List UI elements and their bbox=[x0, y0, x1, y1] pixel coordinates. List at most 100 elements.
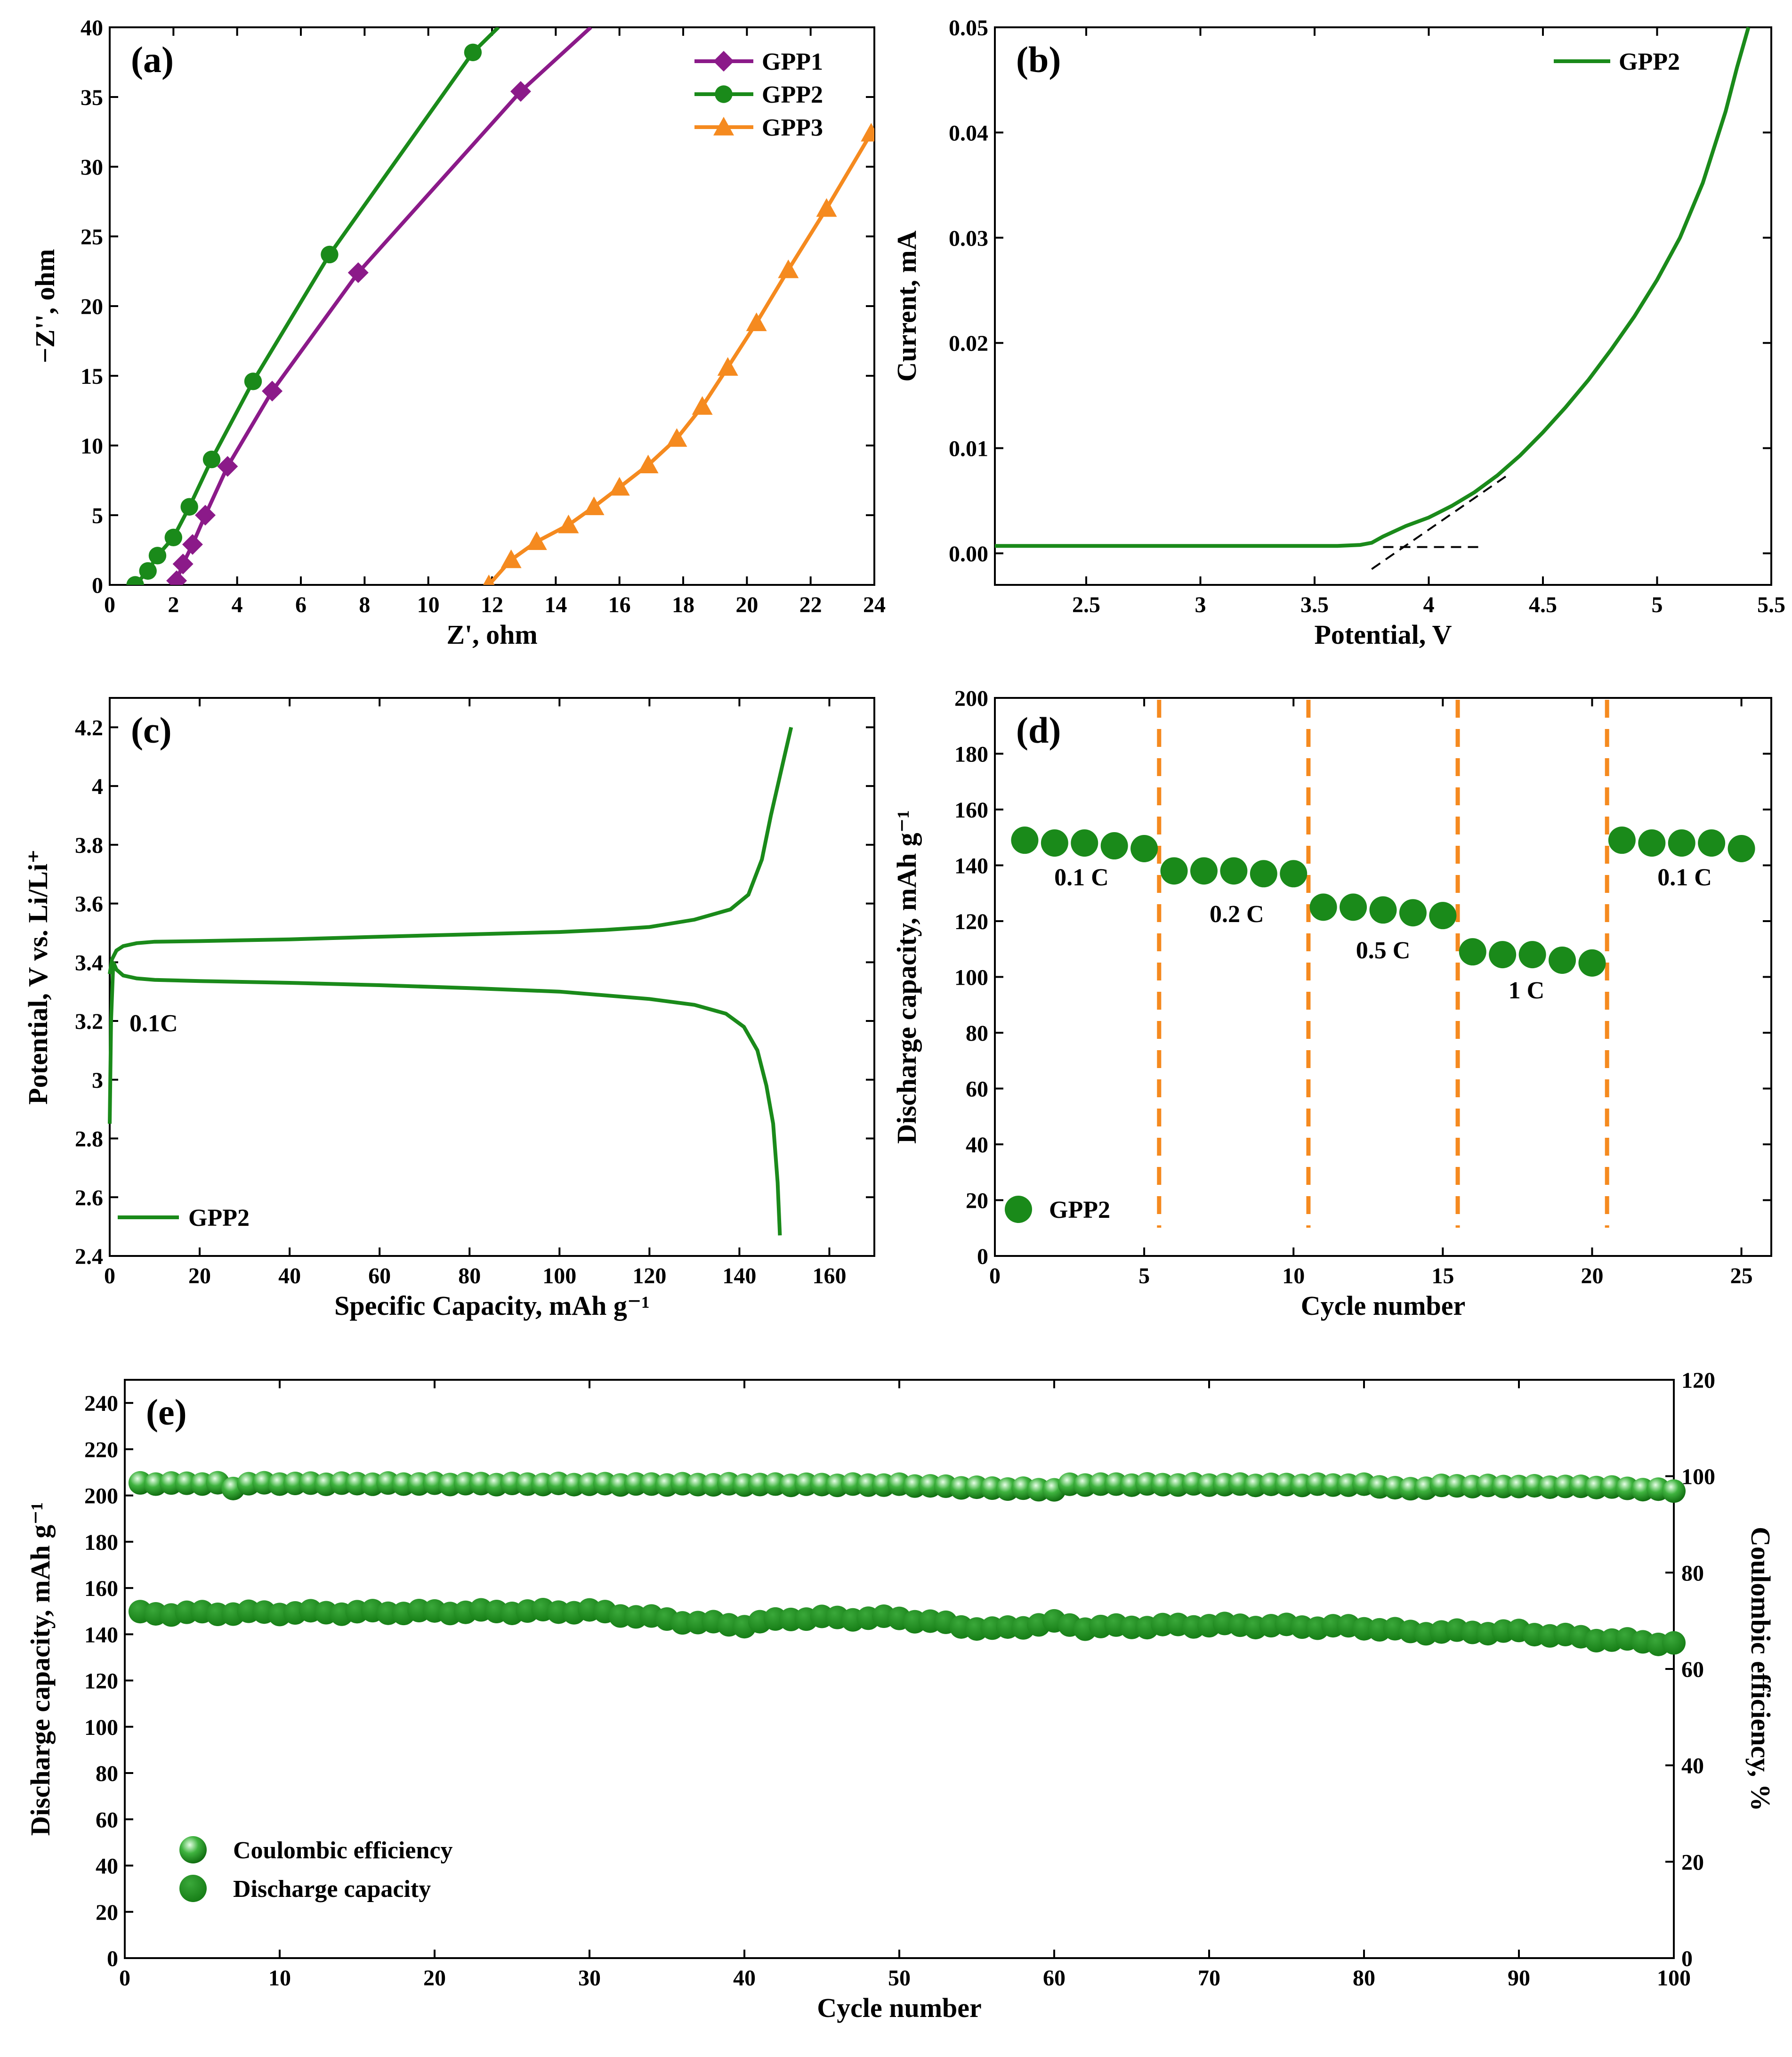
x-tick-label: 4 bbox=[1423, 592, 1435, 617]
x-tick-label: 5.5 bbox=[1757, 592, 1785, 617]
data-point bbox=[172, 553, 194, 575]
panel-a: 0 2 4 6 8 10 12 14 16 18 20 22 240510152025303540Z',… bbox=[30, 16, 886, 650]
y-tick-label: 3.4 bbox=[75, 950, 103, 975]
x-tick-label: 8 bbox=[359, 592, 370, 617]
data-point bbox=[164, 528, 183, 547]
legend: GPP2 bbox=[1554, 49, 1680, 75]
y-tick-label: 2.8 bbox=[75, 1127, 103, 1152]
capacity-point bbox=[1309, 893, 1337, 921]
panel-label: (c) bbox=[131, 710, 172, 751]
data-point bbox=[321, 245, 339, 264]
x-tick-label: 140 bbox=[722, 1263, 756, 1288]
capacity-point bbox=[1459, 938, 1486, 966]
data-point bbox=[510, 81, 531, 102]
plot-frame bbox=[109, 26, 875, 586]
y-tick-label: 20 bbox=[81, 294, 103, 319]
y2-tick-label: 20 bbox=[1681, 1850, 1704, 1875]
y-tick-label: 0.01 bbox=[949, 437, 988, 462]
data-point bbox=[347, 262, 369, 283]
legend: GPP1 GPP2 GPP3 bbox=[694, 49, 823, 141]
y-tick-label: 40 bbox=[966, 1133, 988, 1158]
data-point bbox=[692, 396, 713, 415]
y2-axis-label: Coulombic efficiency, % bbox=[1745, 1527, 1776, 1811]
data-point bbox=[262, 381, 283, 402]
data-point bbox=[609, 477, 630, 496]
x-tick-label: 2.5 bbox=[1072, 592, 1100, 617]
plot-frame bbox=[994, 697, 1772, 1257]
data-point bbox=[182, 534, 203, 555]
capacity-point bbox=[1727, 834, 1755, 862]
y-tick-label: 0.03 bbox=[949, 226, 988, 251]
rate-label: 1 C bbox=[1509, 977, 1545, 1004]
data-point bbox=[861, 122, 874, 142]
x-tick-label: 60 bbox=[368, 1263, 391, 1288]
x-tick-label: 24 bbox=[863, 592, 886, 617]
y-tick-label: 3.2 bbox=[75, 1009, 103, 1034]
capacity-point bbox=[1608, 826, 1636, 854]
data-point bbox=[180, 498, 198, 516]
y-tick-label: 4.2 bbox=[75, 715, 103, 740]
plot-frame bbox=[124, 1379, 1675, 1959]
x-tick-label: 4 bbox=[232, 592, 243, 617]
data-point bbox=[778, 259, 799, 278]
y-tick-label: 0.05 bbox=[949, 16, 988, 40]
data-point bbox=[166, 570, 187, 585]
legend-label: GPP2 bbox=[762, 81, 823, 108]
y-axis-label: Discharge capacity, mAh g⁻¹ bbox=[891, 810, 922, 1144]
data-point bbox=[816, 198, 837, 217]
x-tick-label: 160 bbox=[812, 1263, 846, 1288]
panel-b: 2.5 3 3.5 4 4.5 5 5.5 0.00 0.01 0.02 0.03 0.04 0.05 P… bbox=[891, 16, 1785, 650]
y-tick-label: 5 bbox=[92, 503, 103, 528]
x-tick-label: 10 bbox=[268, 1966, 291, 1991]
y-tick-label: 40 bbox=[96, 1854, 118, 1879]
legend-label: GPP2 bbox=[1619, 49, 1680, 75]
y2-tick-label: 120 bbox=[1681, 1368, 1715, 1393]
y-tick-label: 140 bbox=[954, 854, 988, 879]
capacity-point bbox=[1160, 857, 1188, 885]
y2-tick-label: 0 bbox=[1681, 1946, 1693, 1971]
legend-marker bbox=[713, 117, 734, 136]
data-point bbox=[195, 505, 216, 526]
x-tick-label: 30 bbox=[578, 1966, 601, 1991]
y-tick-label: 35 bbox=[81, 85, 103, 110]
data-point bbox=[583, 496, 605, 515]
data-point bbox=[483, 575, 495, 585]
x-tick-label: 3.5 bbox=[1300, 592, 1329, 617]
legend-marker-efficiency bbox=[179, 1836, 207, 1863]
x-tick-label: 120 bbox=[632, 1263, 666, 1288]
capacity-point bbox=[1662, 1631, 1686, 1655]
rate-label: 0.5 C bbox=[1356, 937, 1411, 964]
x-tick-label: 100 bbox=[1657, 1966, 1691, 1991]
x-tick-label: 6 bbox=[295, 592, 307, 617]
x-tick-label: 20 bbox=[423, 1966, 446, 1991]
y-tick-label: 10 bbox=[81, 434, 103, 459]
x-tick-label: 50 bbox=[888, 1966, 911, 1991]
y-tick-label: 80 bbox=[96, 1761, 118, 1786]
y-tick-label: 0 bbox=[107, 1946, 118, 1971]
panel-label: (e) bbox=[146, 1392, 187, 1433]
capacity-point bbox=[1220, 857, 1248, 885]
y-tick-label: 40 bbox=[81, 16, 103, 40]
legend-marker bbox=[713, 51, 734, 72]
legend-marker bbox=[1005, 1196, 1032, 1223]
legend-label: GPP2 bbox=[1049, 1197, 1110, 1223]
data-point bbox=[202, 450, 221, 469]
x-tick-label: 10 bbox=[1282, 1263, 1305, 1288]
x-tick-label: 20 bbox=[188, 1263, 211, 1288]
y-tick-label: 20 bbox=[96, 1900, 118, 1925]
capacity-point bbox=[1578, 949, 1606, 977]
y-tick-label: 2.6 bbox=[75, 1185, 103, 1210]
legend-marker-capacity bbox=[179, 1875, 207, 1902]
data-point bbox=[500, 549, 522, 568]
x-tick-label: 40 bbox=[278, 1263, 301, 1288]
capacity-point bbox=[1429, 902, 1457, 930]
capacity-point bbox=[1011, 826, 1039, 854]
x-tick-label: 0 bbox=[989, 1263, 1001, 1288]
panel-label: (d) bbox=[1016, 710, 1061, 751]
capacity-point bbox=[1399, 899, 1427, 927]
y-tick-label: 0 bbox=[92, 573, 103, 598]
legend: GPP2 bbox=[118, 1205, 250, 1231]
data-point bbox=[139, 562, 157, 580]
panel-c: 0 20 40 60 80 100 120 140 160 2.4 2.6 2.8 3 3.2 3.4 3.6… bbox=[23, 697, 875, 1321]
rate-label: 0.2 C bbox=[1210, 901, 1264, 928]
